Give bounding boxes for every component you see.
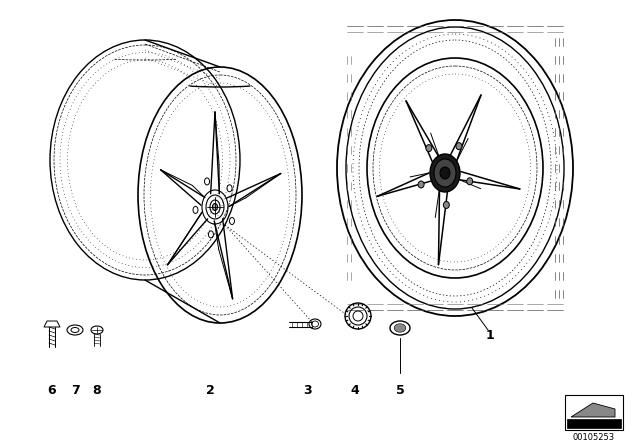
Ellipse shape: [456, 142, 462, 150]
Text: 5: 5: [396, 383, 404, 396]
Text: 1: 1: [486, 328, 494, 341]
Ellipse shape: [394, 324, 406, 332]
Text: 00105253: 00105253: [573, 432, 615, 441]
Ellipse shape: [440, 167, 450, 179]
Ellipse shape: [444, 202, 449, 208]
Ellipse shape: [467, 178, 473, 185]
Polygon shape: [571, 403, 615, 417]
Text: 6: 6: [48, 383, 56, 396]
Ellipse shape: [434, 159, 456, 187]
Polygon shape: [44, 321, 60, 327]
Ellipse shape: [212, 203, 218, 211]
Bar: [567, 419, 621, 428]
Ellipse shape: [430, 154, 460, 192]
Bar: [565, 395, 623, 430]
Text: 3: 3: [303, 383, 311, 396]
Text: 4: 4: [351, 383, 360, 396]
Text: 8: 8: [93, 383, 101, 396]
Text: 7: 7: [70, 383, 79, 396]
Text: 2: 2: [205, 383, 214, 396]
Ellipse shape: [426, 145, 432, 151]
Ellipse shape: [418, 181, 424, 188]
